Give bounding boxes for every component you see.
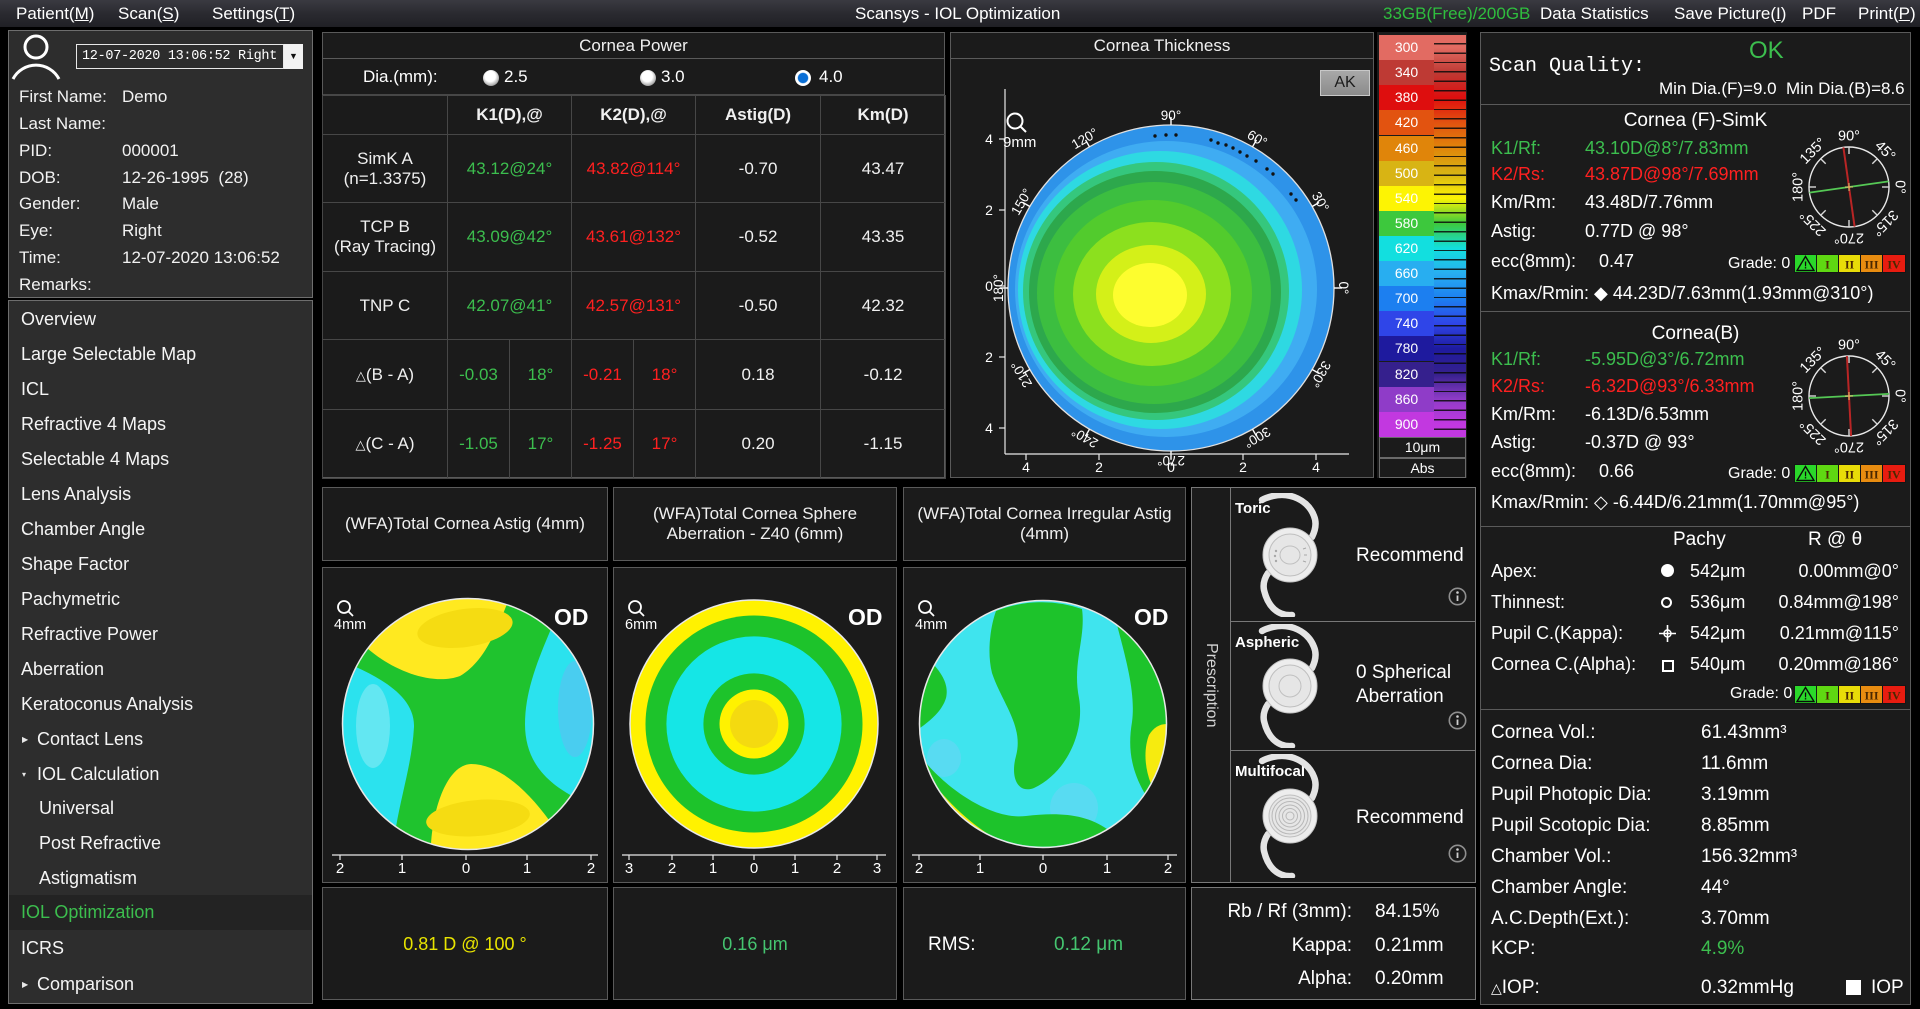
svg-text:2: 2 [587, 860, 595, 877]
svg-text:OD: OD [1134, 604, 1169, 630]
svg-text:0: 0 [985, 278, 993, 294]
svg-text:I: I [1825, 258, 1830, 272]
svg-text:90°: 90° [1838, 338, 1860, 354]
svg-text:0°: 0° [1892, 180, 1908, 194]
svg-text:I: I [1825, 689, 1830, 703]
svg-text:90°: 90° [1838, 129, 1860, 145]
svg-text:9mm: 9mm [1003, 134, 1036, 151]
svg-text:3: 3 [625, 860, 633, 877]
svg-text:270°: 270° [1834, 230, 1864, 246]
svg-text:1: 1 [398, 860, 406, 877]
svg-text:III: III [1864, 689, 1878, 703]
svg-text:270°: 270° [1834, 439, 1864, 455]
svg-text:0°: 0° [1892, 389, 1908, 403]
svg-text:2: 2 [668, 860, 676, 877]
svg-text:III: III [1864, 258, 1878, 272]
svg-text:270°: 270° [1157, 453, 1185, 468]
svg-text:0: 0 [462, 860, 470, 877]
svg-text:1: 1 [791, 860, 799, 877]
svg-text:4: 4 [985, 420, 993, 436]
svg-text:2: 2 [915, 860, 923, 877]
svg-text:180°: 180° [991, 274, 1006, 302]
svg-text:4: 4 [985, 131, 993, 147]
svg-text:0: 0 [1039, 860, 1047, 877]
svg-text:3: 3 [873, 860, 881, 877]
svg-text:IV: IV [1887, 258, 1901, 272]
svg-text:2: 2 [336, 860, 344, 877]
svg-text:II: II [1845, 689, 1855, 703]
svg-text:1: 1 [976, 860, 984, 877]
svg-text:2: 2 [985, 349, 993, 365]
svg-text:IV: IV [1887, 468, 1901, 482]
svg-text:0: 0 [1167, 459, 1175, 475]
svg-text:2: 2 [985, 202, 993, 218]
svg-text:OD: OD [848, 604, 883, 630]
svg-text:!: ! [1804, 471, 1807, 482]
svg-text:4mm: 4mm [915, 617, 947, 633]
svg-text:I: I [1825, 468, 1830, 482]
svg-text:II: II [1845, 258, 1855, 272]
svg-text:0: 0 [750, 860, 758, 877]
svg-text:180°: 180° [1791, 381, 1807, 411]
svg-text:2: 2 [1239, 459, 1247, 475]
svg-text:180°: 180° [1791, 172, 1807, 202]
svg-text:!: ! [1804, 261, 1807, 272]
svg-text:4mm: 4mm [334, 617, 366, 633]
svg-text:4: 4 [1312, 459, 1320, 475]
svg-text:1: 1 [709, 860, 717, 877]
svg-text:III: III [1864, 468, 1878, 482]
svg-text:2: 2 [1164, 860, 1172, 877]
svg-text:4: 4 [1022, 459, 1030, 475]
svg-text:6mm: 6mm [625, 617, 657, 633]
svg-text:IV: IV [1887, 689, 1901, 703]
svg-text:II: II [1845, 468, 1855, 482]
svg-text:2: 2 [833, 860, 841, 877]
svg-text:OD: OD [554, 604, 589, 630]
svg-text:1: 1 [1103, 860, 1111, 877]
svg-text:0°: 0° [1336, 282, 1351, 295]
svg-text:90°: 90° [1161, 108, 1181, 123]
svg-text:!: ! [1804, 692, 1807, 703]
svg-text:2: 2 [1095, 459, 1103, 475]
svg-text:1: 1 [523, 860, 531, 877]
